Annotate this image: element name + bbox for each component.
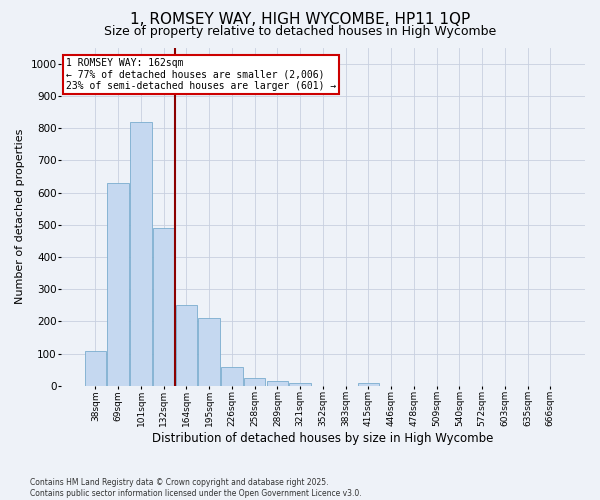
Bar [176,306,197,386]
Bar [107,183,129,386]
Bar [199,318,220,386]
Bar [289,382,311,386]
X-axis label: Distribution of detached houses by size in High Wycombe: Distribution of detached houses by size … [152,432,494,445]
Bar [130,122,152,386]
Bar [358,382,379,386]
Text: 1 ROMSEY WAY: 162sqm
← 77% of detached houses are smaller (2,006)
23% of semi-de: 1 ROMSEY WAY: 162sqm ← 77% of detached h… [66,58,337,91]
Bar [85,351,106,386]
Bar [244,378,265,386]
Y-axis label: Number of detached properties: Number of detached properties [15,129,25,304]
Bar [221,366,243,386]
Text: Contains HM Land Registry data © Crown copyright and database right 2025.
Contai: Contains HM Land Registry data © Crown c… [30,478,362,498]
Text: 1, ROMSEY WAY, HIGH WYCOMBE, HP11 1QP: 1, ROMSEY WAY, HIGH WYCOMBE, HP11 1QP [130,12,470,28]
Bar [153,228,175,386]
Bar [266,381,288,386]
Text: Size of property relative to detached houses in High Wycombe: Size of property relative to detached ho… [104,25,496,38]
